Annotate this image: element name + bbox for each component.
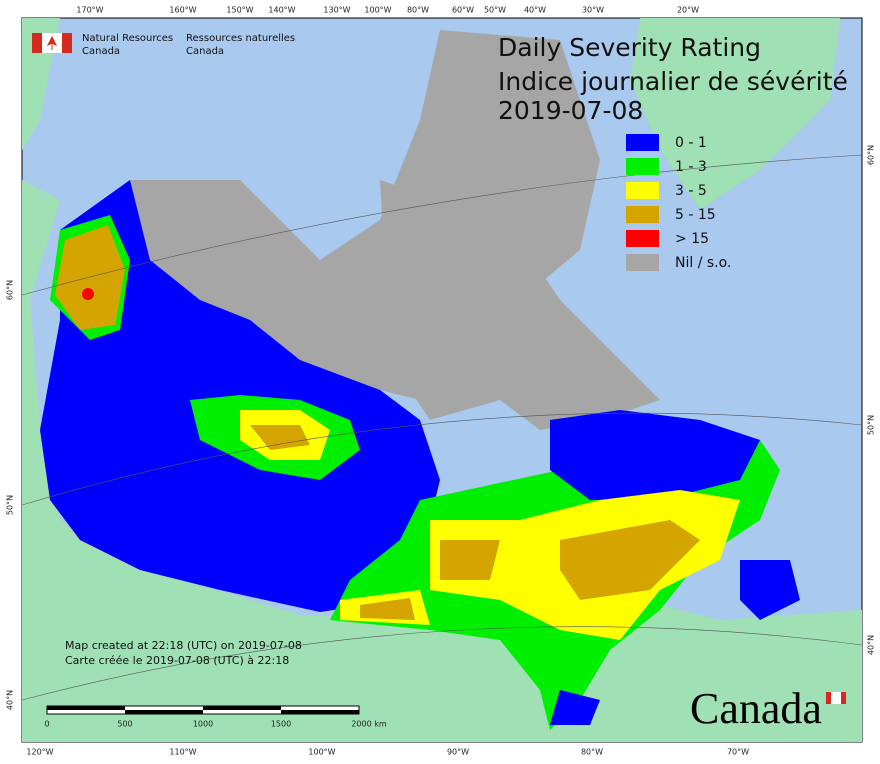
longitude-label: 70°W (727, 748, 749, 757)
wordmark-flag (826, 692, 846, 704)
longitude-label: 40°W (524, 6, 546, 15)
latitude-label: 50°N (6, 495, 15, 515)
legend-label: Nil / s.o. (675, 255, 731, 271)
longitude-label: 110°W (169, 748, 196, 757)
longitude-label: 170°W (76, 6, 103, 15)
latitude-label: 60°N (6, 280, 15, 300)
longitude-label: 50°W (484, 6, 506, 15)
legend-swatch (626, 254, 659, 271)
wordmark: Canada (690, 684, 822, 733)
legend-label: 5 - 15 (675, 207, 716, 223)
title: Indice journalier de sévérité (498, 67, 848, 96)
legend: 0 - 1 1 - 3 3 - 5 5 - 15 > 15 Nil / s.o. (626, 134, 731, 271)
longitude-label: 150°W (226, 6, 253, 15)
agency-fr: Ressources naturelles (186, 33, 295, 44)
legend-swatch (626, 206, 659, 223)
legend-swatch (626, 230, 659, 247)
latitude-label: 40°N (867, 635, 876, 655)
latitude-label: 50°N (867, 415, 876, 435)
scale-labels: 0 500 1000 1500 2000 km (44, 720, 386, 729)
canada-regions (40, 30, 800, 730)
longitude-label: 80°W (407, 6, 429, 15)
longitude-label: 80°W (581, 748, 603, 757)
legend-label: 1 - 3 (675, 159, 707, 175)
note: Map created at 22:18 (UTC) on 2019-07-08 (65, 639, 302, 652)
scale-label: 1000 (193, 720, 213, 729)
longitude-label: 120°W (26, 748, 53, 757)
coordinate-labels: 170°W 160°W 150°W 140°W 130°W 100°W 80°W 60°W 50… (6, 6, 876, 757)
longitude-label: 30°W (582, 6, 604, 15)
scale-label: 0 (44, 720, 49, 729)
latitude-label: 40°N (6, 690, 15, 710)
legend-label: 0 - 1 (675, 135, 707, 151)
legend-label: > 15 (675, 231, 709, 247)
scale-label: 500 (117, 720, 132, 729)
flag-logo (32, 33, 72, 53)
scale-bar (46, 705, 360, 715)
legend-swatch (626, 134, 659, 151)
scale-label: 1500 (271, 720, 291, 729)
scale-label: 2000 km (351, 720, 387, 729)
agency-fr: Canada (186, 46, 224, 57)
legend-swatch (626, 182, 659, 199)
title: Daily Severity Rating (498, 33, 761, 62)
longitude-label: 20°W (677, 6, 699, 15)
note: Carte créée le 2019-07-08 (UTC) à 22:18 (65, 654, 289, 667)
longitude-label: 100°W (308, 748, 335, 757)
graticule (21, 154, 863, 701)
title: 2019-07-08 (498, 96, 643, 125)
agency-en: Canada (82, 46, 120, 57)
longitude-label: 100°W (364, 6, 391, 15)
longitude-label: 130°W (323, 6, 350, 15)
legend-label: 3 - 5 (675, 183, 707, 199)
longitude-label: 90°W (447, 748, 469, 757)
legend-swatch (626, 158, 659, 175)
longitude-label: 160°W (169, 6, 196, 15)
longitude-label: 140°W (268, 6, 295, 15)
agency-en: Natural Resources (82, 33, 173, 44)
longitude-label: 60°W (452, 6, 474, 15)
latitude-label: 60°N (867, 145, 876, 165)
